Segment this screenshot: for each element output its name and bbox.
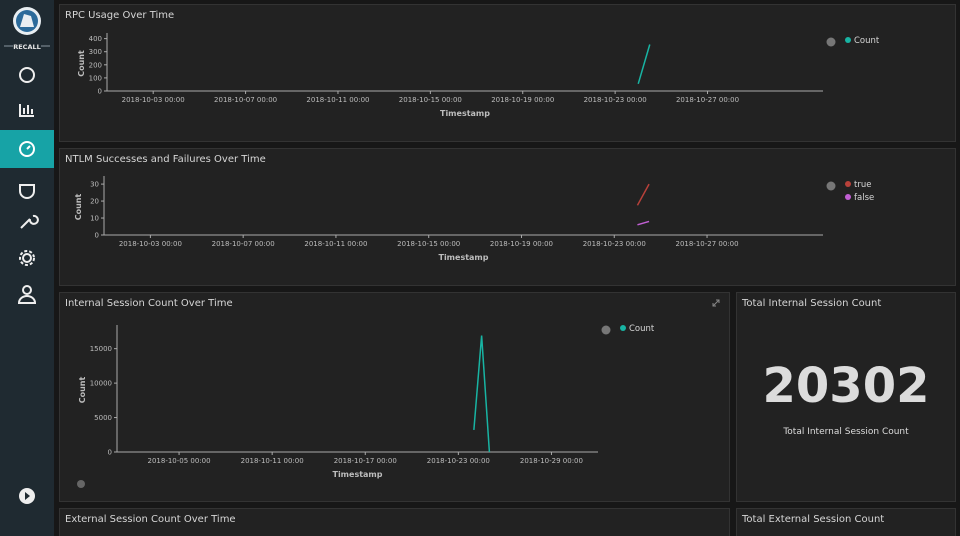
x-axis-label: Timestamp <box>438 253 488 262</box>
x-tick-label: 2018-10-19 00:00 <box>491 96 554 104</box>
x-tick-label: 2018-10-11 00:00 <box>241 457 304 465</box>
series-line <box>637 44 651 85</box>
x-tick-label: 2018-10-03 00:00 <box>122 96 185 104</box>
chart-title: RPC Usage Over Time <box>65 10 174 21</box>
y-tick-label: 10000 <box>90 380 112 388</box>
panels <box>59 4 956 536</box>
logo-glyph <box>20 14 34 27</box>
expand-icon[interactable] <box>712 299 720 307</box>
x-tick-label: 2018-10-07 00:00 <box>214 96 277 104</box>
dashboard-icon <box>19 141 35 157</box>
x-axis-label: Timestamp <box>440 109 490 118</box>
panel <box>59 4 956 142</box>
x-tick-label: 2018-10-07 00:00 <box>212 240 275 248</box>
series-line <box>636 183 650 206</box>
legend-label: true <box>854 180 871 190</box>
legend-toggle <box>826 181 836 191</box>
x-tick-label: 2018-10-03 00:00 <box>119 240 182 248</box>
user-icon[interactable] <box>22 285 32 295</box>
panel <box>736 292 956 502</box>
x-tick-label: 2018-10-19 00:00 <box>490 240 553 248</box>
y-tick-label: 20 <box>90 198 99 206</box>
legend-label: Count <box>854 36 880 46</box>
x-tick-label: 2018-10-11 00:00 <box>306 96 369 104</box>
tools-icon[interactable] <box>20 214 39 229</box>
x-tick-label: 2018-10-15 00:00 <box>399 96 462 104</box>
play-glyph <box>25 492 30 500</box>
legend-swatch <box>845 194 851 200</box>
x-tick-label: 2018-10-17 00:00 <box>334 457 397 465</box>
legend-label: Count <box>629 324 655 334</box>
legend-swatch <box>845 37 851 43</box>
settings-icon[interactable] <box>22 253 32 263</box>
x-tick-label: 2018-10-29 00:00 <box>520 457 583 465</box>
y-tick-label: 0 <box>95 232 99 240</box>
x-tick-label: 2018-10-23 00:00 <box>584 96 647 104</box>
x-tick-label: 2018-10-27 00:00 <box>676 96 739 104</box>
metric-label: Total Internal Session Count <box>782 427 909 437</box>
panel <box>59 292 730 502</box>
toggle-legend[interactable] <box>77 480 85 488</box>
legend-toggle <box>826 37 836 47</box>
chart-title: NTLM Successes and Failures Over Time <box>65 154 266 165</box>
legend-swatch <box>845 181 851 187</box>
panel-title: Total Internal Session Count <box>741 298 881 309</box>
panel <box>736 508 956 536</box>
metric-value: 20302 <box>763 358 930 414</box>
settings-gear <box>19 250 35 266</box>
visualize-icon[interactable] <box>19 104 34 117</box>
x-tick-label: 2018-10-11 00:00 <box>304 240 367 248</box>
y-tick-label: 400 <box>89 35 102 43</box>
agent-icon[interactable] <box>19 184 35 199</box>
y-tick-label: 30 <box>90 181 99 189</box>
chart-title: Internal Session Count Over Time <box>65 298 233 309</box>
y-axis-label: Count <box>78 377 87 404</box>
discover-icon[interactable] <box>19 67 35 83</box>
panel <box>59 148 956 286</box>
y-axis-label: Count <box>77 50 86 77</box>
y-tick-label: 0 <box>98 88 102 96</box>
panel <box>59 508 730 536</box>
panel-title: External Session Count Over Time <box>65 514 236 525</box>
y-tick-label: 300 <box>89 48 102 56</box>
x-tick-label: 2018-10-23 00:00 <box>583 240 646 248</box>
x-tick-label: 2018-10-15 00:00 <box>397 240 460 248</box>
brand: RECALL <box>13 43 41 51</box>
x-tick-label: 2018-10-27 00:00 <box>675 240 738 248</box>
nav-icons <box>17 67 39 304</box>
y-tick-label: 5000 <box>94 414 112 422</box>
series-line <box>637 220 650 226</box>
user-body <box>17 295 37 304</box>
legend-label: false <box>854 193 874 203</box>
x-tick-label: 2018-10-05 00:00 <box>148 457 211 465</box>
x-tick-label: 2018-10-23 00:00 <box>427 457 490 465</box>
y-tick-label: 10 <box>90 215 99 223</box>
y-tick-label: 100 <box>89 74 102 82</box>
panel-title: Total External Session Count <box>741 514 884 525</box>
legend-swatch <box>620 325 626 331</box>
y-axis-label: Count <box>74 194 83 221</box>
sidebar <box>0 0 54 536</box>
y-tick-label: 15000 <box>90 345 112 353</box>
y-tick-label: 200 <box>89 61 102 69</box>
dashboard-needle <box>26 145 31 150</box>
legend-toggle <box>601 325 611 335</box>
y-tick-label: 0 <box>108 449 112 457</box>
series-line <box>473 335 491 453</box>
x-axis-label: Timestamp <box>332 470 382 479</box>
